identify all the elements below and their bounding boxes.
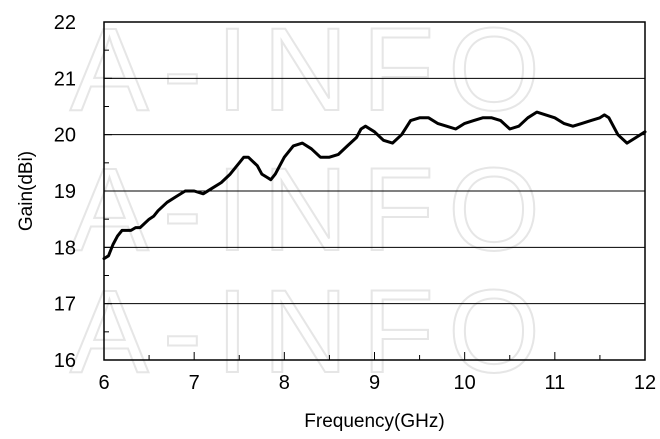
x-tick-label: 12 (634, 372, 656, 394)
gain-series-line (102, 110, 647, 261)
y-tick-label: 22 (54, 12, 76, 34)
y-tick-label: 17 (54, 294, 76, 316)
x-tick-label: 6 (98, 372, 109, 394)
x-tick-label: 8 (279, 372, 290, 394)
watermark-text: A-INFO (70, 144, 554, 276)
y-tick-label: 19 (54, 181, 76, 203)
y-tick-label: 20 (54, 125, 76, 147)
y-tick-label: 16 (54, 350, 76, 372)
y-tick-label: 21 (54, 68, 76, 90)
x-tick-label: 9 (369, 372, 380, 394)
watermark-text: A-INFO (70, 266, 554, 398)
x-axis-ticks: 6 7 8 9 10 11 12 (98, 352, 656, 394)
x-tick-label: 11 (544, 372, 565, 394)
x-tick-label: 7 (189, 372, 200, 394)
y-axis-ticks: 16 17 18 19 20 21 22 (54, 12, 112, 372)
y-axis-label: Gain(dBi) (16, 151, 37, 231)
x-axis-label: Frequency(GHz) (304, 411, 444, 432)
x-tick-label: 10 (454, 372, 476, 394)
watermark-text: A-INFO (70, 4, 554, 136)
y-tick-label: 18 (54, 237, 76, 259)
